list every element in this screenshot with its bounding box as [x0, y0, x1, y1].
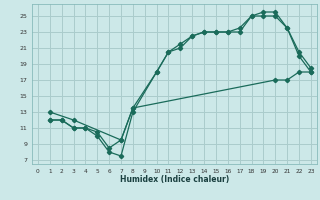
- X-axis label: Humidex (Indice chaleur): Humidex (Indice chaleur): [120, 175, 229, 184]
